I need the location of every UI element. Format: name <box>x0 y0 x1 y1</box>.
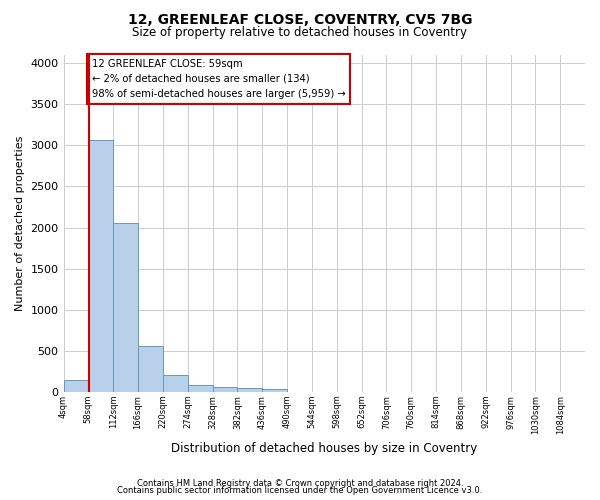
Bar <box>88 140 113 392</box>
Bar <box>138 346 163 392</box>
Text: 12, GREENLEAF CLOSE, COVENTRY, CV5 7BG: 12, GREENLEAF CLOSE, COVENTRY, CV5 7BG <box>128 12 472 26</box>
Bar <box>64 380 88 392</box>
Y-axis label: Number of detached properties: Number of detached properties <box>15 136 25 311</box>
Bar <box>163 376 188 392</box>
Text: Size of property relative to detached houses in Coventry: Size of property relative to detached ho… <box>133 26 467 39</box>
Text: Contains public sector information licensed under the Open Government Licence v3: Contains public sector information licen… <box>118 486 482 495</box>
X-axis label: Distribution of detached houses by size in Coventry: Distribution of detached houses by size … <box>171 442 478 455</box>
Text: Contains HM Land Registry data © Crown copyright and database right 2024.: Contains HM Land Registry data © Crown c… <box>137 478 463 488</box>
Bar <box>113 222 138 392</box>
Text: 12 GREENLEAF CLOSE: 59sqm
← 2% of detached houses are smaller (134)
98% of semi-: 12 GREENLEAF CLOSE: 59sqm ← 2% of detach… <box>92 59 346 98</box>
Bar <box>262 388 287 392</box>
Bar <box>212 387 238 392</box>
Bar <box>188 386 212 392</box>
Bar <box>238 388 262 392</box>
